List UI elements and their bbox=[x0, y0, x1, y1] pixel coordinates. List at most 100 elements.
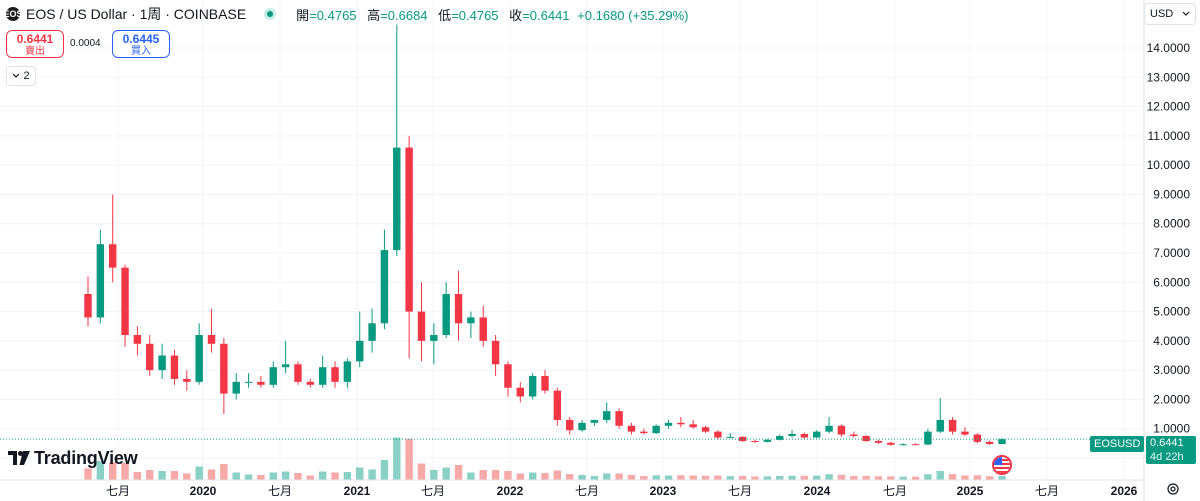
candle-body bbox=[714, 431, 722, 438]
buy-button[interactable]: 0.6445 買入 bbox=[112, 30, 170, 58]
y-tick-label: 6.0000 bbox=[1153, 275, 1190, 289]
volume-bar bbox=[368, 469, 376, 480]
chevron-down-icon bbox=[13, 73, 20, 78]
y-tick-label: 2.0000 bbox=[1153, 392, 1190, 406]
volume-bar bbox=[775, 476, 784, 480]
volume-bar bbox=[565, 474, 574, 480]
x-tick-label: 七月 bbox=[421, 484, 445, 498]
tradingview-logo[interactable]: TradingView bbox=[8, 448, 138, 468]
candle-body bbox=[837, 425, 846, 435]
candle-body bbox=[664, 422, 673, 426]
volume-bar bbox=[936, 471, 944, 480]
sell-button[interactable]: 0.6441 賣出 bbox=[6, 30, 64, 58]
low-value: =0.4765 bbox=[451, 7, 499, 23]
x-tick-label: 2020 bbox=[190, 484, 217, 498]
volume-bar bbox=[96, 461, 105, 480]
volume-bar bbox=[763, 476, 772, 480]
candle-body bbox=[689, 424, 697, 428]
candle-body bbox=[183, 378, 191, 382]
volume-bar bbox=[491, 470, 500, 480]
candle-body bbox=[343, 361, 352, 382]
volume-bar bbox=[294, 473, 302, 480]
y-tick-label: 12.0000 bbox=[1147, 100, 1191, 114]
candle-body bbox=[269, 367, 277, 385]
candle-body bbox=[528, 376, 537, 397]
ohlc-values: 開=0.4765 高=0.6684 低=0.4765 收=0.6441 +0.1… bbox=[296, 5, 688, 24]
y-tick-label: 8.0000 bbox=[1153, 217, 1190, 231]
volume-bar bbox=[973, 475, 982, 480]
high-label: 高 bbox=[367, 7, 381, 23]
volume-bar bbox=[590, 476, 599, 480]
x-tick-label: 2025 bbox=[957, 484, 984, 498]
candle-body bbox=[565, 419, 574, 431]
volume-bar bbox=[207, 469, 216, 480]
candle-body bbox=[491, 340, 500, 365]
chart-grid bbox=[0, 0, 1144, 480]
us-flag-icon[interactable] bbox=[992, 455, 1012, 475]
volume-bar bbox=[146, 470, 154, 480]
high-value: =0.6684 bbox=[380, 7, 428, 23]
volume-bar bbox=[133, 472, 142, 480]
market-status-icon[interactable] bbox=[264, 8, 277, 20]
sell-price: 0.6441 bbox=[16, 32, 54, 46]
candle-body bbox=[541, 376, 549, 391]
currency-selector[interactable]: USD bbox=[1144, 3, 1196, 25]
volume-bar bbox=[170, 471, 179, 480]
volume-bar bbox=[195, 466, 203, 480]
y-tick-label: 3.0000 bbox=[1153, 363, 1190, 377]
volume-bar bbox=[84, 468, 92, 480]
candle-body bbox=[738, 436, 747, 442]
x-tick-label: 七月 bbox=[106, 484, 130, 498]
volume-bar bbox=[257, 475, 265, 480]
chevron-down-icon bbox=[1182, 11, 1190, 16]
candle-body bbox=[627, 425, 636, 432]
volume-bar bbox=[985, 476, 994, 480]
candle-body bbox=[356, 340, 364, 362]
candle-body bbox=[788, 433, 796, 437]
candle-body bbox=[158, 355, 166, 371]
volume-bar bbox=[220, 464, 228, 480]
candle-body bbox=[121, 267, 129, 335]
sell-label: 賣出 bbox=[25, 46, 45, 57]
volume-bars bbox=[84, 437, 1006, 480]
x-tick-label: 七月 bbox=[883, 484, 907, 498]
candle-body bbox=[640, 431, 648, 434]
candle-body bbox=[578, 422, 586, 431]
candle-body bbox=[615, 411, 623, 426]
candle-body bbox=[998, 439, 1006, 445]
volume-bar bbox=[738, 476, 747, 480]
close-value: =0.6441 bbox=[522, 7, 570, 23]
volume-bar bbox=[837, 474, 846, 480]
volume-bar bbox=[380, 460, 389, 480]
time-axis[interactable]: 七月 2020 七月 2021 七月 2022 七月 2023 七月 2024 七月 2025 七月 20… bbox=[106, 484, 1138, 498]
settings-gear-icon[interactable] bbox=[1166, 482, 1180, 496]
volume-bar bbox=[417, 463, 426, 480]
y-tick-label: 1.0000 bbox=[1153, 422, 1190, 436]
volume-bar bbox=[800, 475, 809, 480]
open-value: =0.4765 bbox=[309, 7, 357, 23]
candle-body bbox=[146, 343, 154, 371]
y-tick-label: 10.0000 bbox=[1147, 158, 1191, 172]
price-axis[interactable]: 0.00001.00002.00003.00004.00005.00006.00… bbox=[1147, 41, 1191, 465]
volume-bar bbox=[726, 476, 734, 480]
candle-body bbox=[232, 381, 240, 394]
y-tick-label: 14.0000 bbox=[1147, 41, 1191, 55]
volume-bar bbox=[615, 473, 623, 480]
x-tick-label: 2024 bbox=[804, 484, 831, 498]
candle-body bbox=[306, 381, 315, 385]
volume-bar bbox=[640, 476, 648, 480]
candle-body bbox=[84, 294, 92, 318]
volume-bar bbox=[479, 470, 487, 480]
indicators-toggle-button[interactable]: 2 bbox=[6, 66, 36, 86]
volume-bar bbox=[504, 471, 512, 480]
volume-bar bbox=[244, 474, 253, 480]
volume-bar bbox=[874, 476, 883, 480]
symbol-title[interactable]: EOS / US Dollar · 1周 · COINBASE bbox=[26, 6, 247, 22]
candle-body bbox=[948, 419, 957, 432]
candle-body bbox=[899, 444, 907, 446]
candle-body bbox=[825, 425, 833, 432]
y-tick-label: 13.0000 bbox=[1147, 70, 1191, 84]
volume-bar bbox=[751, 476, 759, 480]
y-tick-label: 7.0000 bbox=[1153, 246, 1190, 260]
